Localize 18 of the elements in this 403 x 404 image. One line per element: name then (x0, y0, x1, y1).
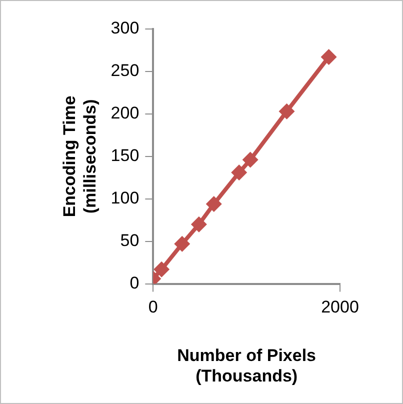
x-tick-label: 2000 (321, 298, 359, 317)
point (242, 152, 258, 168)
y-tick-label: 0 (130, 273, 140, 292)
y-tick-label: 300 (110, 18, 140, 38)
y-axis-title: Encoding Time (milliseconds) (60, 96, 100, 218)
point (190, 216, 207, 232)
y-tick-label: 100 (110, 188, 140, 208)
x-axis-title: Number of Pixels (Thousands) (177, 346, 316, 386)
y-tick-label: 200 (110, 104, 140, 123)
y-tick-label: 150 (110, 146, 140, 166)
point (174, 236, 190, 252)
point (206, 196, 222, 212)
point (154, 261, 170, 278)
point (278, 103, 295, 120)
y-tick-label: 250 (110, 61, 140, 80)
point (320, 49, 337, 66)
y-tick-label: 50 (120, 231, 140, 250)
point (231, 164, 248, 181)
